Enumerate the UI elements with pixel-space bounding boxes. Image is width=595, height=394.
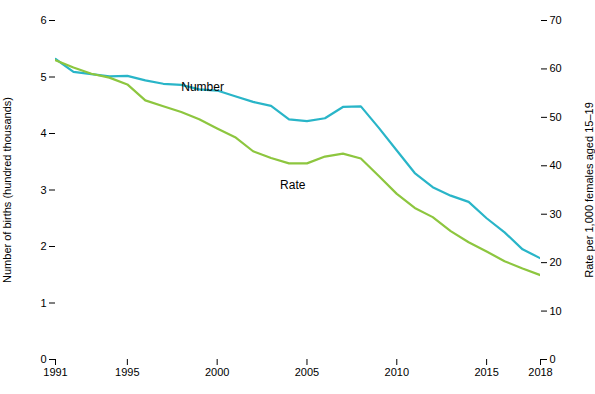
- svg-text:6: 6: [40, 14, 46, 26]
- svg-text:Rate: Rate: [280, 178, 306, 192]
- svg-text:2010: 2010: [385, 366, 409, 378]
- svg-text:2015: 2015: [474, 366, 498, 378]
- svg-text:5: 5: [40, 71, 46, 83]
- svg-text:1991: 1991: [43, 366, 67, 378]
- svg-text:60: 60: [550, 62, 562, 74]
- svg-text:3: 3: [40, 184, 46, 196]
- svg-text:40: 40: [550, 159, 562, 171]
- svg-text:50: 50: [550, 111, 562, 123]
- svg-text:2018: 2018: [528, 366, 552, 378]
- svg-text:10: 10: [550, 305, 562, 317]
- svg-text:Number of births (hundred thou: Number of births (hundred thousands): [1, 97, 13, 283]
- svg-text:1: 1: [40, 297, 46, 309]
- svg-text:Rate per 1,000 females aged 15: Rate per 1,000 females aged 15–19: [583, 102, 595, 278]
- svg-text:20: 20: [550, 256, 562, 268]
- svg-text:0: 0: [550, 353, 556, 365]
- svg-text:Number: Number: [181, 80, 224, 94]
- svg-text:30: 30: [550, 208, 562, 220]
- svg-text:2: 2: [40, 240, 46, 252]
- svg-text:4: 4: [40, 127, 46, 139]
- svg-text:70: 70: [550, 14, 562, 26]
- svg-text:2005: 2005: [295, 366, 319, 378]
- svg-text:0: 0: [40, 353, 46, 365]
- svg-text:1995: 1995: [115, 366, 139, 378]
- svg-text:2000: 2000: [205, 366, 229, 378]
